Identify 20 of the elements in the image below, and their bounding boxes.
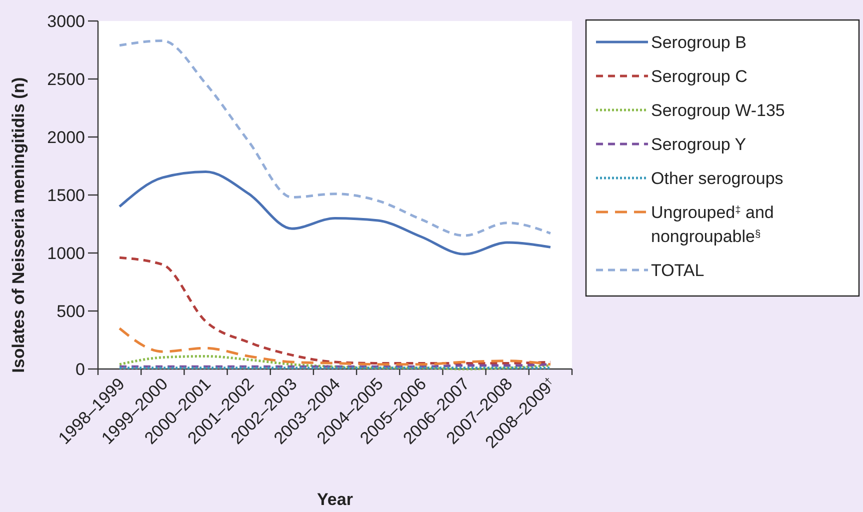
line-series [118,170,552,256]
legend-label: TOTAL [651,260,704,280]
y-tick-label: 500 [56,302,85,321]
line-series [118,256,552,364]
legend-label: Ungrouped$^{‡}$ and nongroupable$^{§}$ [651,202,774,246]
legend-label: Serogroup C [651,66,748,86]
y-tick-label: 2500 [47,70,85,89]
x-axis-title: Year [317,490,354,509]
legend-label: Serogroup Y [651,134,746,154]
legend-label: Serogroup B [651,32,746,52]
y-tick-label: 0 [76,360,85,379]
y-tick-label: 1000 [47,244,85,263]
legend-label: Serogroup W-135 [651,100,785,120]
line-series [118,39,552,237]
y-axis-title: Isolates of Neisseria meningitidis (n) [9,77,28,373]
legend-label: Other serogroups [651,168,784,188]
y-tick-label: 2000 [47,128,85,147]
y-tick-label: 3000 [47,12,85,31]
line-series [118,327,552,366]
y-tick-label: 1500 [47,186,85,205]
